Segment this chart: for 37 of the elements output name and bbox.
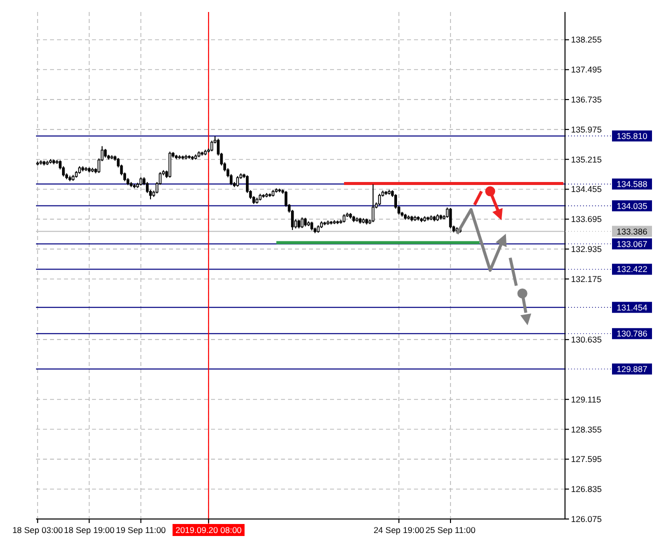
ref-line-label: 133.067 xyxy=(616,238,648,249)
y-tick-label: 132.175 xyxy=(571,274,602,284)
candlestick xyxy=(210,140,214,152)
ref-line-label: 131.454 xyxy=(616,302,648,312)
y-tick-label: 126.835 xyxy=(571,484,602,494)
candlestick xyxy=(449,207,452,229)
x-tick-label: 24 Sep 19:00 xyxy=(374,525,424,535)
y-tick-label: 138.255 xyxy=(571,34,602,45)
candlestick xyxy=(378,193,381,206)
y-tick-label: 132.935 xyxy=(571,244,602,254)
ref-line-label: 133.386 xyxy=(616,226,648,236)
x-tick-label: 25 Sep 11:00 xyxy=(426,525,476,535)
y-tick-label: 136.735 xyxy=(571,94,602,105)
candlestick xyxy=(236,176,239,188)
ref-line-label: 134.588 xyxy=(616,179,648,190)
ref-line-label: 134.035 xyxy=(616,200,648,211)
ref-line-label: 132.422 xyxy=(616,264,648,274)
y-tick-label: 135.215 xyxy=(571,154,602,164)
x-tick-label: 19 Sep 11:00 xyxy=(116,525,166,535)
y-tick-label: 137.495 xyxy=(571,64,602,75)
x-tick-label: 2019.09.20 08:00 xyxy=(175,525,242,535)
ref-line-label: 130.786 xyxy=(616,328,648,339)
x-tick-label: 18 Sep 03:00 xyxy=(12,525,64,535)
candlestick xyxy=(300,216,304,229)
y-tick-label: 135.975 xyxy=(571,124,602,134)
y-tick-label: 134.455 xyxy=(571,184,602,194)
y-tick-label: 129.115 xyxy=(571,394,602,404)
y-tick-label: 128.355 xyxy=(571,424,602,434)
y-tick-label: 133.695 xyxy=(571,214,602,224)
y-tick-label: 126.075 xyxy=(571,514,602,524)
ref-line-label: 135.810 xyxy=(616,130,648,141)
ref-line-label: 129.887 xyxy=(616,364,648,374)
x-tick-label: 18 Sep 19:00 xyxy=(64,525,115,535)
candlestick xyxy=(168,151,172,178)
y-tick-label: 127.595 xyxy=(571,454,602,464)
candlestick xyxy=(372,184,374,223)
y-tick-label: 130.635 xyxy=(571,334,602,345)
